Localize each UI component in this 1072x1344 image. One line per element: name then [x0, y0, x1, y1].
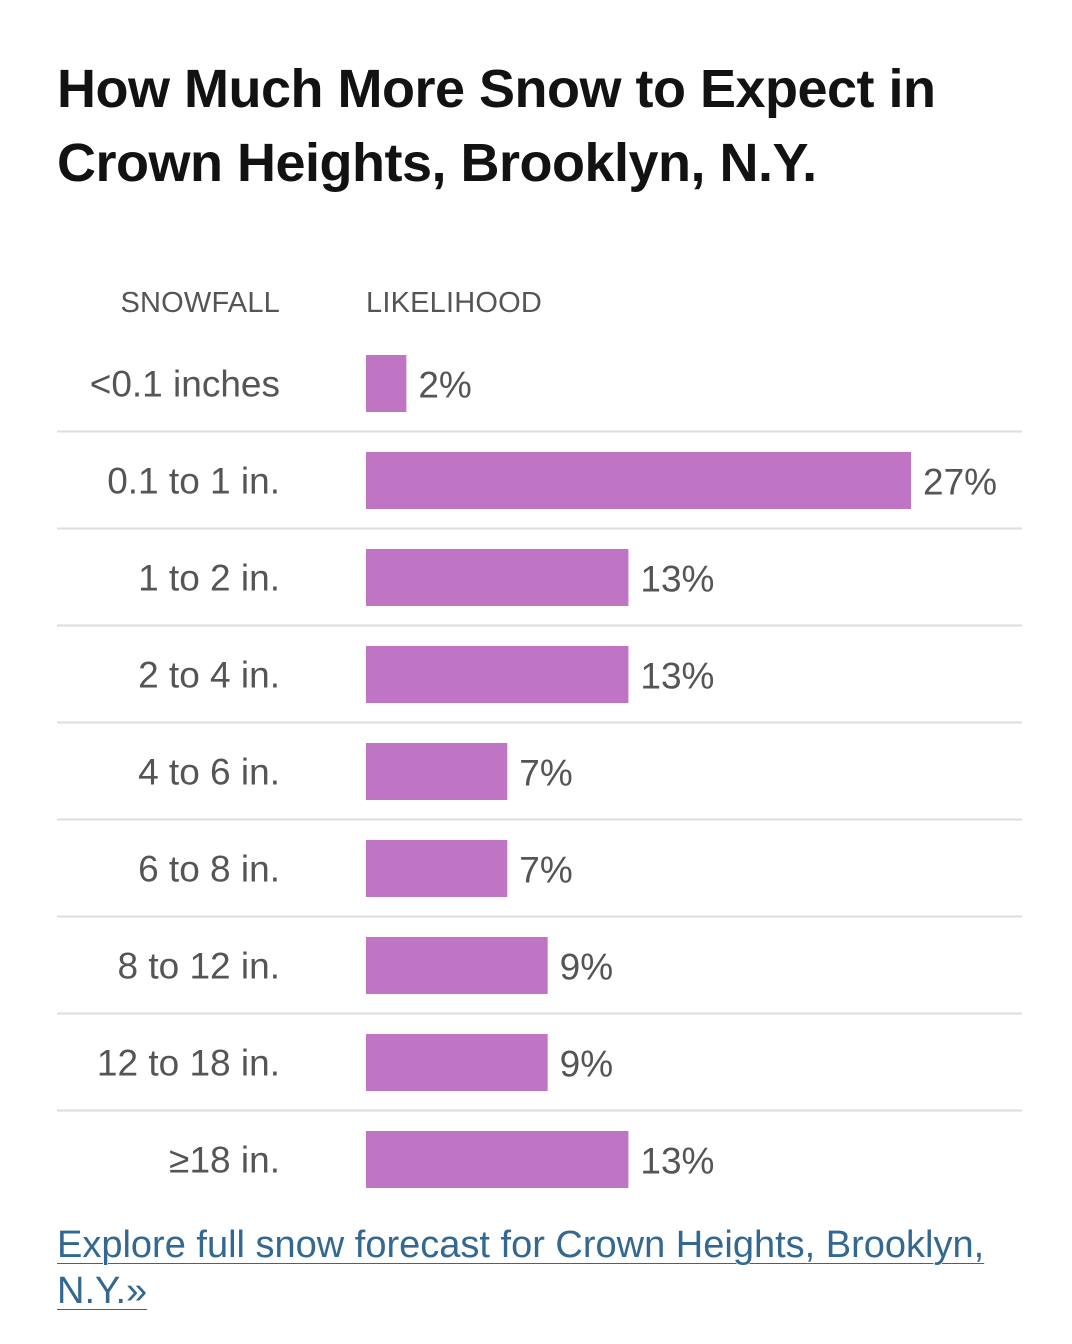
bar — [366, 646, 629, 703]
bar — [366, 1034, 548, 1091]
bar — [366, 452, 911, 509]
value-label: 9% — [560, 947, 613, 988]
value-label: 7% — [519, 850, 572, 891]
value-label: 2% — [418, 365, 471, 406]
snowfall-column-header: SNOWFALL — [120, 287, 280, 319]
chart-title: How Much More Snow to Expect in Crown He… — [57, 59, 936, 193]
category-label: 6 to 8 in. — [138, 849, 280, 890]
bar — [366, 840, 508, 897]
category-label: ≥18 in. — [169, 1140, 280, 1181]
bar — [366, 1131, 629, 1188]
value-label: 13% — [640, 559, 714, 600]
category-label: 4 to 6 in. — [138, 752, 280, 793]
bar — [366, 549, 629, 606]
value-label: 27% — [923, 462, 997, 503]
value-label: 13% — [640, 656, 714, 697]
category-label: 2 to 4 in. — [138, 655, 280, 696]
value-label: 9% — [560, 1044, 613, 1085]
value-label: 13% — [640, 1141, 714, 1182]
likelihood-column-header: LIKELIHOOD — [366, 287, 543, 319]
value-label: 7% — [519, 753, 572, 794]
bar — [366, 743, 508, 800]
bar — [366, 937, 548, 994]
category-label: 1 to 2 in. — [138, 558, 280, 599]
category-label: 0.1 to 1 in. — [107, 461, 280, 502]
category-label: 12 to 18 in. — [97, 1043, 280, 1084]
bar — [366, 355, 407, 412]
explore-forecast-link[interactable]: Explore full snow forecast for Crown Hei… — [57, 1224, 985, 1312]
category-label: <0.1 inches — [90, 364, 280, 405]
category-label: 8 to 12 in. — [117, 946, 280, 987]
